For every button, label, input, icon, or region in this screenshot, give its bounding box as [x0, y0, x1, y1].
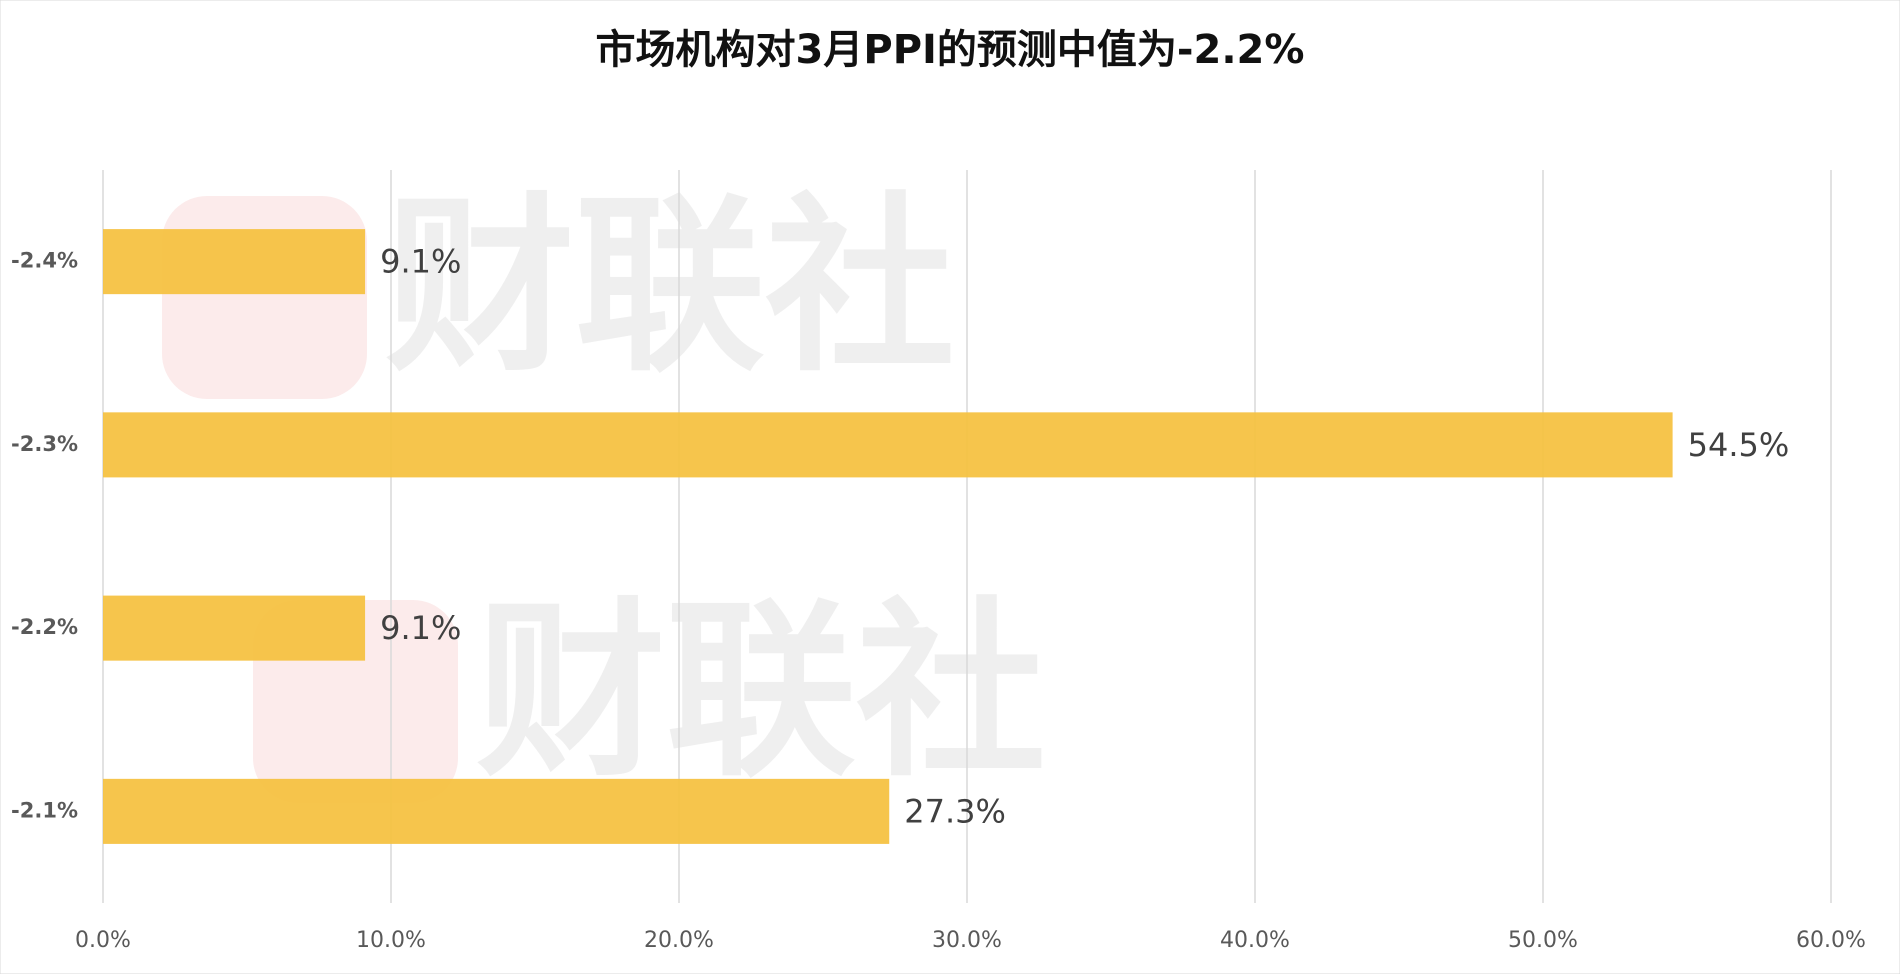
y-tick-label: -2.3%	[11, 432, 78, 456]
watermark: 财联社	[476, 581, 1046, 802]
x-tick-label: 60.0%	[1796, 928, 1866, 953]
x-tick-label: 10.0%	[356, 928, 426, 953]
y-tick-label: -2.2%	[11, 615, 78, 639]
x-tick-label: 30.0%	[932, 928, 1002, 953]
bar	[103, 778, 890, 844]
watermark: 财联社	[385, 176, 955, 397]
chart-title: 市场机构对3月PPI的预测中值为-2.2%	[596, 27, 1305, 73]
x-tick-label: 20.0%	[644, 928, 714, 953]
x-tick-label: 50.0%	[1508, 928, 1578, 953]
x-tick-label: 0.0%	[75, 928, 131, 953]
x-tick-label: 40.0%	[1220, 928, 1290, 953]
bar	[103, 229, 366, 295]
bar	[103, 595, 366, 661]
value-label: 9.1%	[380, 609, 461, 647]
watermark-logo	[162, 196, 367, 399]
value-label: 9.1%	[380, 243, 461, 281]
value-label: 54.5%	[1688, 426, 1790, 464]
bar	[103, 412, 1673, 478]
y-tick-label: -2.1%	[11, 798, 78, 822]
value-label: 27.3%	[904, 792, 1006, 830]
y-tick-label: -2.4%	[11, 249, 78, 273]
